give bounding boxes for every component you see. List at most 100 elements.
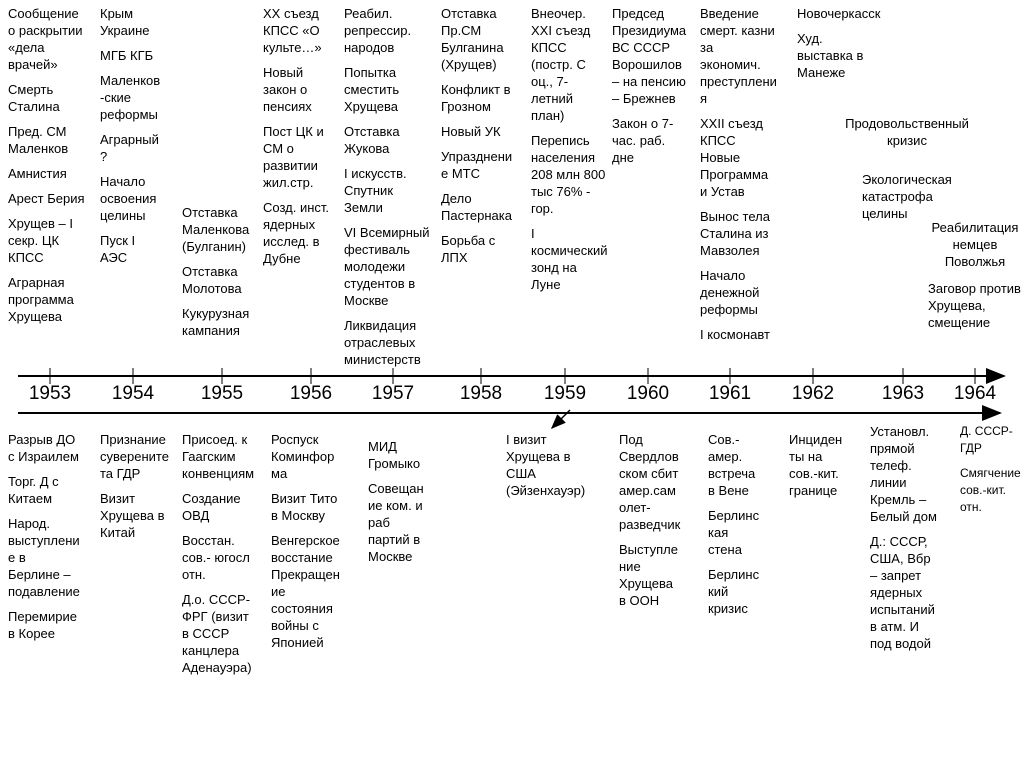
event: Визит Тито в Москву bbox=[271, 491, 338, 523]
event: Крым Украине bbox=[100, 6, 150, 38]
event: Конфликт в Грозном bbox=[441, 82, 511, 114]
event: Упразднени е МТС bbox=[441, 149, 513, 181]
event: Перепись населения 208 млн 800 тыс 76% -… bbox=[531, 133, 606, 216]
year-label: 1960 bbox=[626, 383, 670, 404]
event: Установл. прямой телеф. линии Кремль – Б… bbox=[870, 424, 937, 524]
event: Народ. выступлени е в Берлине – подавлен… bbox=[8, 516, 80, 599]
event: Пред. СМ Маленков bbox=[8, 124, 69, 156]
event: Разрыв ДО с Израилем bbox=[8, 432, 79, 464]
event: Попытка сместить Хрущева bbox=[344, 65, 400, 114]
event: Маленков -ские реформы bbox=[100, 73, 161, 122]
top-column: Внеочер. XXI съезд КПСС (постр. С оц., 7… bbox=[531, 5, 607, 301]
event: Пост ЦК и СМ о развитии жил.стр. bbox=[263, 124, 324, 190]
event: Введение смерт. казни за экономич. прест… bbox=[700, 6, 777, 106]
event: Арест Берия bbox=[8, 191, 85, 206]
event: Новочеркасск bbox=[797, 6, 881, 21]
bottom-column: I визит Хрущева в США (Эйзенхауэр) bbox=[506, 431, 585, 507]
event: Инциден ты на сов.-кит. границе bbox=[789, 432, 843, 498]
event: I искусств. Спутник Земли bbox=[344, 166, 407, 215]
event: Аграрный ? bbox=[100, 132, 159, 164]
top-column: Отставка Пр.СМ Булганина (Хрущев) Конфлик… bbox=[441, 5, 512, 274]
event: XXII съезд КПСС Новые Программа и Устав bbox=[700, 116, 769, 199]
event: Продовольственный кризис bbox=[845, 116, 969, 148]
event: Восстан. сов.- югосл отн. bbox=[182, 533, 250, 582]
event: Реабилитация немцев Поволжья bbox=[931, 220, 1019, 269]
bottom-column: Инциден ты на сов.-кит. границе bbox=[789, 431, 842, 507]
event: Реабил. репрессир. народов bbox=[344, 6, 412, 55]
event: VI Всемирный фестиваль молодежи студенто… bbox=[344, 225, 430, 308]
year-label: 1954 bbox=[111, 383, 155, 404]
event: Под Свердлов ском сбит амер.сам олет- ра… bbox=[619, 432, 681, 532]
top-column: Реабил. репрессир. народов Попытка смести… bbox=[344, 5, 430, 376]
year-label: 1956 bbox=[289, 383, 333, 404]
top-column: XX съезд КПСС «О культе…» Новый закон о п… bbox=[263, 5, 329, 275]
event: Визит Хрущева в Китай bbox=[100, 491, 165, 540]
event: Совещан ие ком. и раб партий в Москве bbox=[368, 481, 424, 564]
bottom-column: Разрыв ДО с Израилем Торг. Д с Китаем Наро… bbox=[8, 431, 80, 650]
year-label: 1961 bbox=[708, 383, 752, 404]
year-label: 1957 bbox=[371, 383, 415, 404]
year-label: 1962 bbox=[791, 383, 835, 404]
event: МИД Громыко bbox=[368, 439, 421, 471]
event: Созд. инст. ядерных исслед. в Дубне bbox=[263, 200, 330, 266]
event: Ликвидация отраслевых министерств bbox=[344, 318, 421, 367]
top-column: Отставка Маленкова (Булганин) Отставка Мо… bbox=[182, 204, 249, 347]
event: XX съезд КПСС «О культе…» bbox=[263, 6, 322, 55]
bottom-column: Д. СССР- ГДР Смягчение сов.-кит. отн. bbox=[960, 423, 1021, 524]
event: Новый закон о пенсиях bbox=[263, 65, 312, 114]
event: Отставка Маленкова (Булганин) bbox=[182, 205, 250, 254]
event: Отставка Жукова bbox=[344, 124, 400, 156]
event: Дело Пастернака bbox=[441, 191, 512, 223]
bottom-column: Присоед. к Гаагским конвенциям Создание О… bbox=[182, 431, 254, 684]
event: Роспуск Коминфор ма bbox=[271, 432, 335, 481]
event: I космический зонд на Луне bbox=[531, 226, 608, 292]
year-label: 1964 bbox=[953, 383, 997, 404]
event: I визит Хрущева в США (Эйзенхауэр) bbox=[506, 432, 586, 498]
top-column: Введение смерт. казни за экономич. прест… bbox=[700, 5, 777, 351]
event: Д. СССР- ГДР bbox=[960, 424, 1013, 455]
event: Берлинс кая стена bbox=[708, 508, 760, 557]
event: Торг. Д с Китаем bbox=[8, 474, 59, 506]
top-column: Продовольственный кризис bbox=[832, 115, 982, 157]
event: Прекращен ие состояния войны с Японией bbox=[271, 567, 340, 650]
top-column: Сообщение о раскрытии «дела врачей» Смерт… bbox=[8, 5, 85, 333]
pointer-arrow bbox=[550, 409, 571, 430]
event: Перемирие в Корее bbox=[8, 609, 77, 641]
bottom-column: Роспуск Коминфор ма Визит Тито в Москву Ве… bbox=[271, 431, 340, 659]
top-column: Новочеркасск Худ. выставка в Манеже bbox=[797, 5, 880, 89]
bottom-column: Признание суверените та ГДР Визит Хрущева… bbox=[100, 431, 169, 549]
year-label: 1953 bbox=[28, 383, 72, 404]
event: Хрущев – I секр. ЦК КПСС bbox=[8, 216, 74, 265]
bottom-column: Под Свердлов ском сбит амер.сам олет- ра… bbox=[619, 431, 680, 617]
event: Новый УК bbox=[441, 124, 501, 139]
event: Кукурузная кампания bbox=[182, 306, 250, 338]
year-label: 1959 bbox=[543, 383, 587, 404]
bottom-column: МИД Громыко Совещан ие ком. и раб партий … bbox=[368, 438, 424, 573]
top-column: Экологическая катастрофа целины bbox=[862, 171, 952, 230]
event: Вынос тела Сталина из Мавзолея bbox=[700, 209, 770, 258]
event: Присоед. к Гаагским конвенциям bbox=[182, 432, 255, 481]
event: Берлинс кий кризис bbox=[708, 567, 760, 616]
year-label: 1955 bbox=[200, 383, 244, 404]
event: I космонавт bbox=[700, 327, 770, 342]
event: Председ Президиума ВС СССР Ворошилов – н… bbox=[612, 6, 687, 106]
event: Смягчение сов.-кит. отн. bbox=[960, 466, 1021, 514]
event: Отставка Пр.СМ Булганина (Хрущев) bbox=[441, 6, 504, 72]
event: Пуск I АЭС bbox=[100, 233, 136, 265]
event: МГБ КГБ bbox=[100, 48, 154, 63]
event: Д.: СССР, США, Вбр – запрет ядерных испы… bbox=[870, 534, 935, 651]
event: Закон о 7- час. раб. дне bbox=[612, 116, 674, 165]
event: Д.о. СССР- ФРГ (визит в СССР канцлера Ад… bbox=[182, 592, 252, 675]
event: Создание ОВД bbox=[182, 491, 241, 523]
event: Сообщение о раскрытии «дела врачей» bbox=[8, 6, 83, 72]
event: Сов.- амер. встреча в Вене bbox=[708, 432, 756, 498]
bottom-column: Сов.- амер. встреча в Вене Берлинс кая ст… bbox=[708, 431, 759, 625]
event: Отставка Молотова bbox=[182, 264, 242, 296]
event: Венгерское восстание bbox=[271, 533, 340, 565]
top-column: Председ Президиума ВС СССР Ворошилов – н… bbox=[612, 5, 686, 174]
top-column: Крым Украине МГБ КГБ Маленков -ские реформ… bbox=[100, 5, 160, 274]
bottom-column: Установл. прямой телеф. линии Кремль – Б… bbox=[870, 423, 937, 660]
top-column: Реабилитация немцев Поволжья bbox=[922, 219, 1024, 278]
